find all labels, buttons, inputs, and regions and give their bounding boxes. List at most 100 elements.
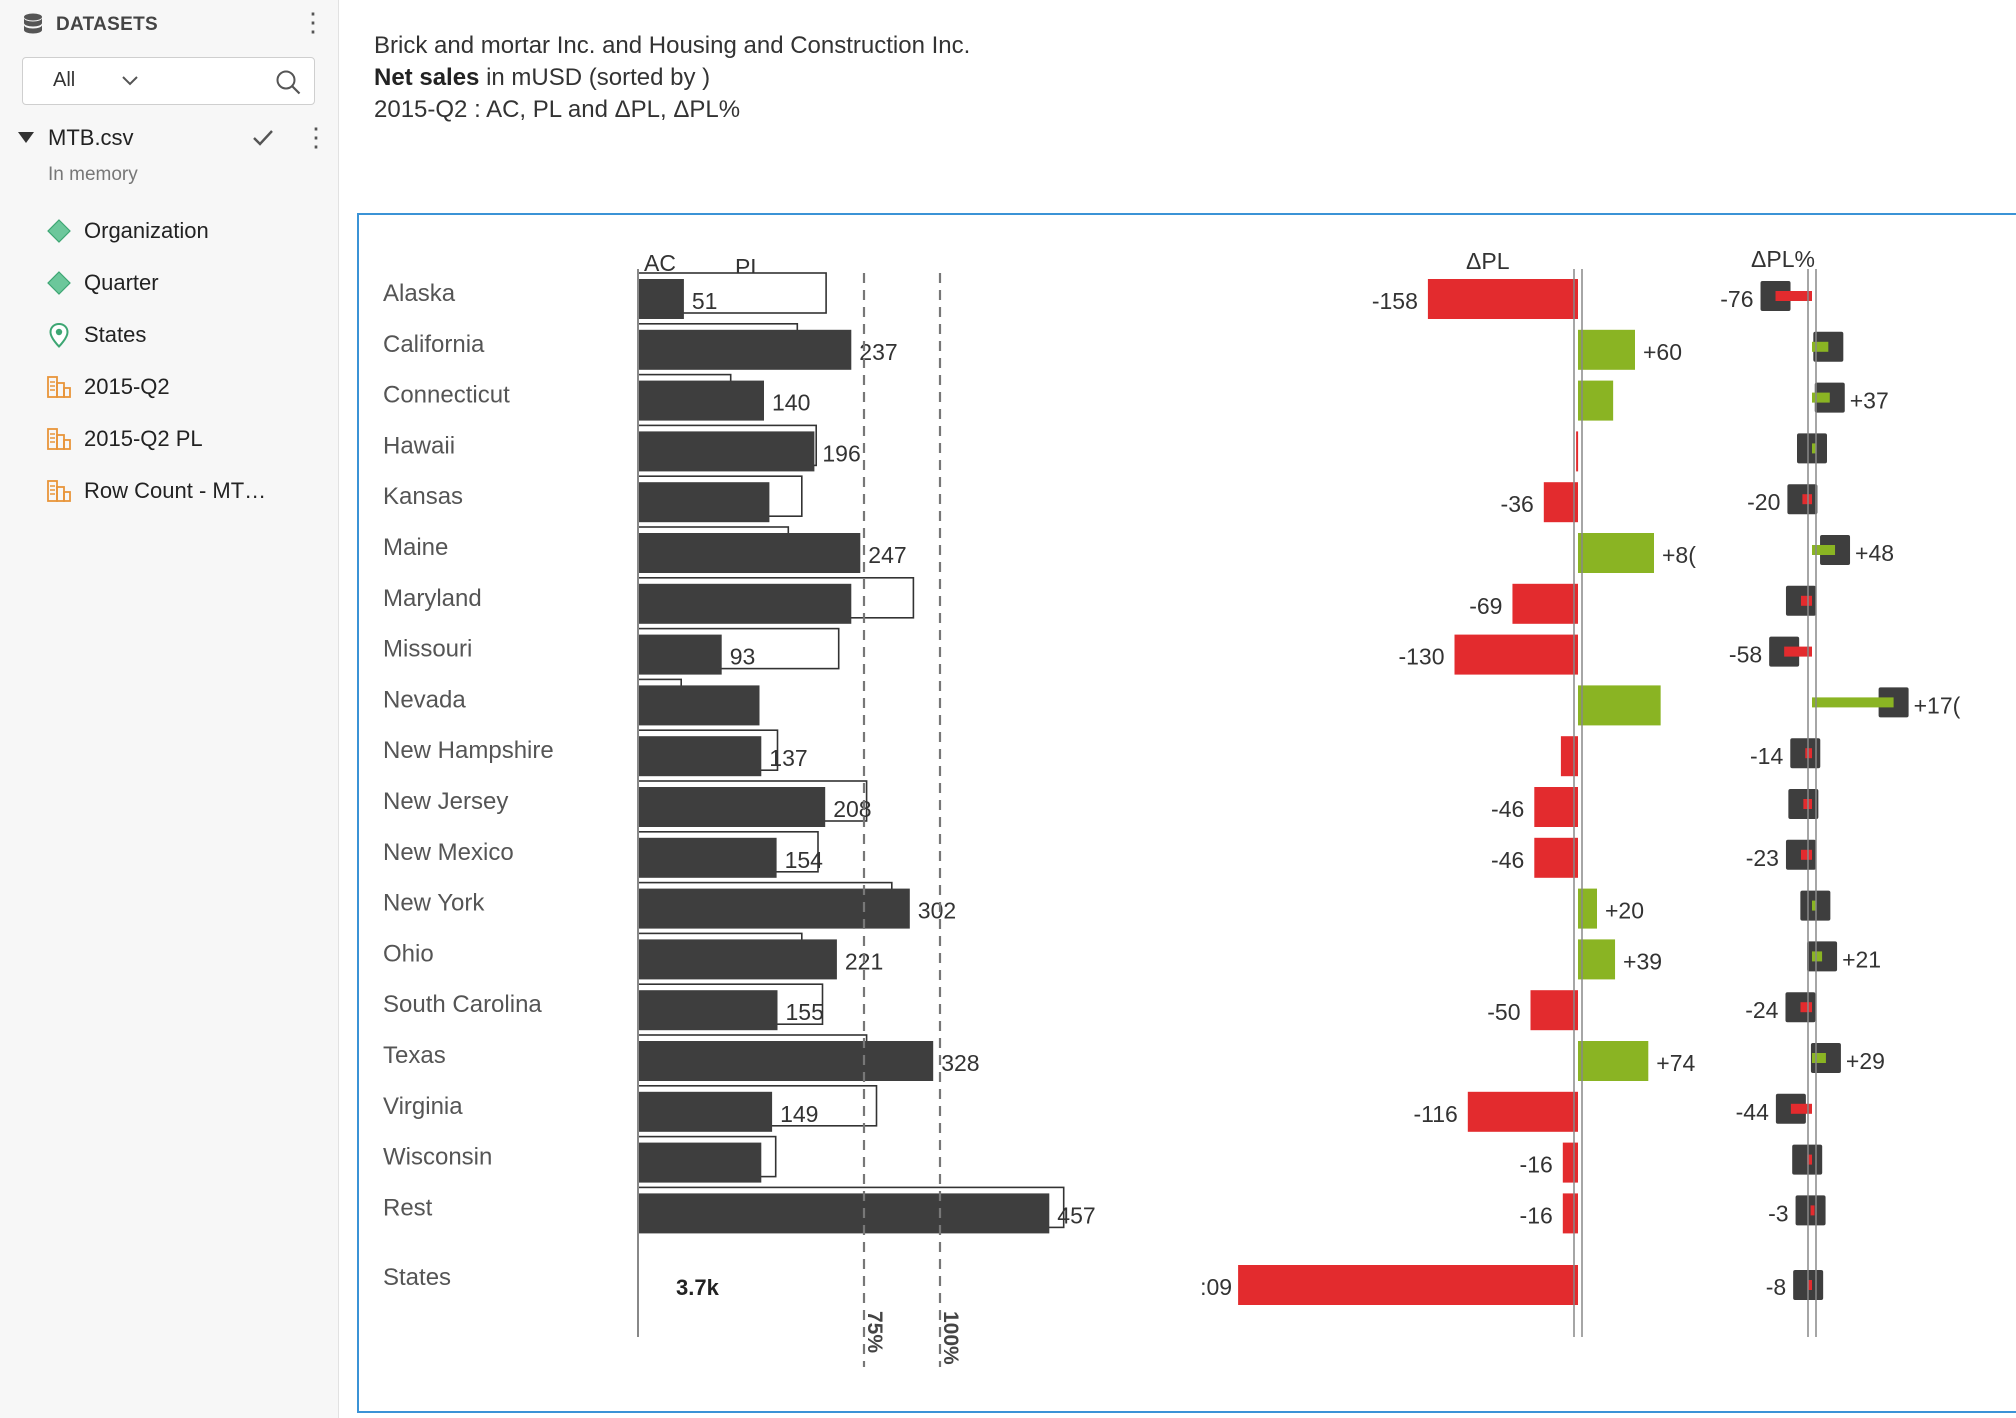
category-label: New Mexico (383, 839, 514, 866)
total-dplp-label: -8 (1766, 1274, 1786, 1300)
dpl-bar (1578, 685, 1661, 726)
dataset-name[interactable]: MTB.csv (48, 125, 134, 150)
dpl-bar (1512, 583, 1578, 624)
total-dpl-bar (1238, 1265, 1578, 1305)
field-organization[interactable]: Organization (46, 214, 209, 248)
category-label: Ohio (383, 940, 434, 967)
dplp-stem (1790, 1103, 1812, 1114)
ac-data-label: 51 (692, 288, 718, 314)
field-states[interactable]: States (46, 318, 146, 352)
dplp-data-label: +48 (1855, 540, 1894, 566)
datasets-menu-icon[interactable]: ⋮ (300, 7, 326, 37)
total-ac-label: 3.7k (676, 1275, 720, 1300)
dpl-data-label: +39 (1623, 948, 1662, 974)
field-label[interactable]: Row Count - MT… (84, 478, 267, 503)
dplp-data-label: -76 (1720, 286, 1753, 312)
dplp-stem (1812, 697, 1894, 708)
dplp-data-label: +29 (1846, 1048, 1885, 1074)
dpl-data-label: -16 (1520, 1152, 1553, 1178)
search-icon[interactable] (274, 68, 302, 96)
database-icon (24, 13, 42, 34)
total-dplp-stem (1808, 1280, 1812, 1290)
filter-select[interactable]: All (53, 69, 76, 91)
ac-column-header: AC (644, 250, 676, 276)
dplp-stem (1812, 1053, 1826, 1063)
dpl-data-label: +20 (1605, 898, 1644, 924)
dpl-data-label: -50 (1487, 999, 1520, 1025)
field-label[interactable]: Quarter (84, 270, 159, 295)
ac-data-label: 196 (822, 440, 860, 466)
dplp-data-label: +37 (1850, 388, 1889, 414)
ac-data-label: 237 (859, 339, 897, 365)
dpl-data-label: +8( (1662, 542, 1696, 568)
dpl-data-label: -130 (1398, 644, 1444, 670)
chart-title-measure: Net sales (374, 64, 480, 91)
ac-data-label: 328 (941, 1050, 979, 1076)
dplp-stem (1812, 443, 1816, 454)
field-label[interactable]: 2015-Q2 PL (84, 426, 203, 451)
ac-bar (638, 1091, 773, 1132)
dpl-column-header: ΔPL (1466, 248, 1510, 274)
dplp-data-label: -58 (1729, 642, 1762, 668)
dataset-filter[interactable]: All (22, 57, 315, 105)
dpl-bar (1427, 279, 1578, 319)
ac-data-label: 302 (918, 898, 956, 924)
field-label[interactable]: 2015-Q2 (84, 374, 170, 399)
category-label: New York (383, 890, 485, 917)
chart-title-line2: Net sales in mUSD (sorted by ) (374, 64, 710, 92)
dplp-stem (1807, 1154, 1812, 1165)
dpl-bar (1562, 1193, 1578, 1234)
dpl-data-label: -158 (1372, 288, 1418, 314)
ac-bar (638, 329, 852, 370)
field-2015-q2[interactable]: 2015-Q2 (46, 370, 170, 404)
datasets-title: DATASETS (56, 14, 158, 35)
category-label: Alaska (383, 280, 456, 307)
dataset-item[interactable]: MTB.csv (18, 122, 318, 158)
ac-data-label: 208 (833, 796, 871, 822)
ac-data-label: 247 (868, 542, 906, 568)
category-label: South Carolina (383, 991, 542, 1018)
chart-title-unit: in mUSD (sorted by ) (479, 64, 711, 91)
field-label[interactable]: Organization (84, 218, 209, 243)
geo-pin-icon (49, 322, 69, 348)
dpl-data-label: +60 (1643, 339, 1682, 365)
dplp-stem (1784, 646, 1812, 657)
chart-panel[interactable]: AC PL ΔPL ΔPL% Alaska 51 -158 -76 California 237 +… (357, 213, 2016, 1413)
ac-data-label: 93 (730, 644, 756, 670)
dataset-menu-icon[interactable]: ⋮ (303, 122, 329, 152)
dpl-bar (1578, 380, 1614, 421)
ac-bar (638, 634, 722, 675)
dpl-bar (1534, 787, 1578, 827)
category-label: Virginia (383, 1093, 463, 1120)
category-label: Nevada (383, 686, 466, 713)
field-row-count-mt[interactable]: Row Count - MT… (46, 474, 266, 508)
datasets-sidebar: DATASETS ⋮ All MTB.csv ⋮ In memory Organ… (0, 0, 339, 1418)
collapse-triangle-icon[interactable] (18, 132, 34, 143)
dplp-data-label: -24 (1745, 997, 1778, 1023)
category-label: Rest (383, 1194, 433, 1221)
category-label: New Jersey (383, 788, 508, 815)
field-quarter[interactable]: Quarter (46, 266, 159, 300)
reference-line-label: 75% (863, 1311, 886, 1353)
chart-title-line3: 2015-Q2 : AC, PL and ΔPL, ΔPL% (374, 96, 741, 123)
dimension-icon (47, 271, 71, 295)
ac-bar (638, 888, 910, 929)
dpl-bar (1530, 990, 1578, 1031)
field-label[interactable]: States (84, 322, 147, 347)
ac-bar (638, 685, 760, 726)
dplp-data-label: +21 (1842, 946, 1881, 972)
dplp-data-label: -20 (1747, 489, 1780, 515)
dpl-bar (1467, 1091, 1578, 1132)
category-label: Hawaii (383, 432, 455, 459)
field-2015-q2-pl[interactable]: 2015-Q2 PL (46, 422, 203, 456)
ac-bar (638, 431, 815, 472)
dpl-data-label: -69 (1469, 593, 1502, 619)
dplp-stem (1812, 545, 1836, 555)
category-label: Wisconsin (383, 1144, 492, 1171)
dplp-stem (1812, 341, 1829, 352)
ac-bar (638, 533, 861, 573)
chevron-down-icon[interactable] (121, 71, 139, 89)
category-label: Maryland (383, 585, 482, 612)
category-label: Missouri (383, 636, 472, 663)
